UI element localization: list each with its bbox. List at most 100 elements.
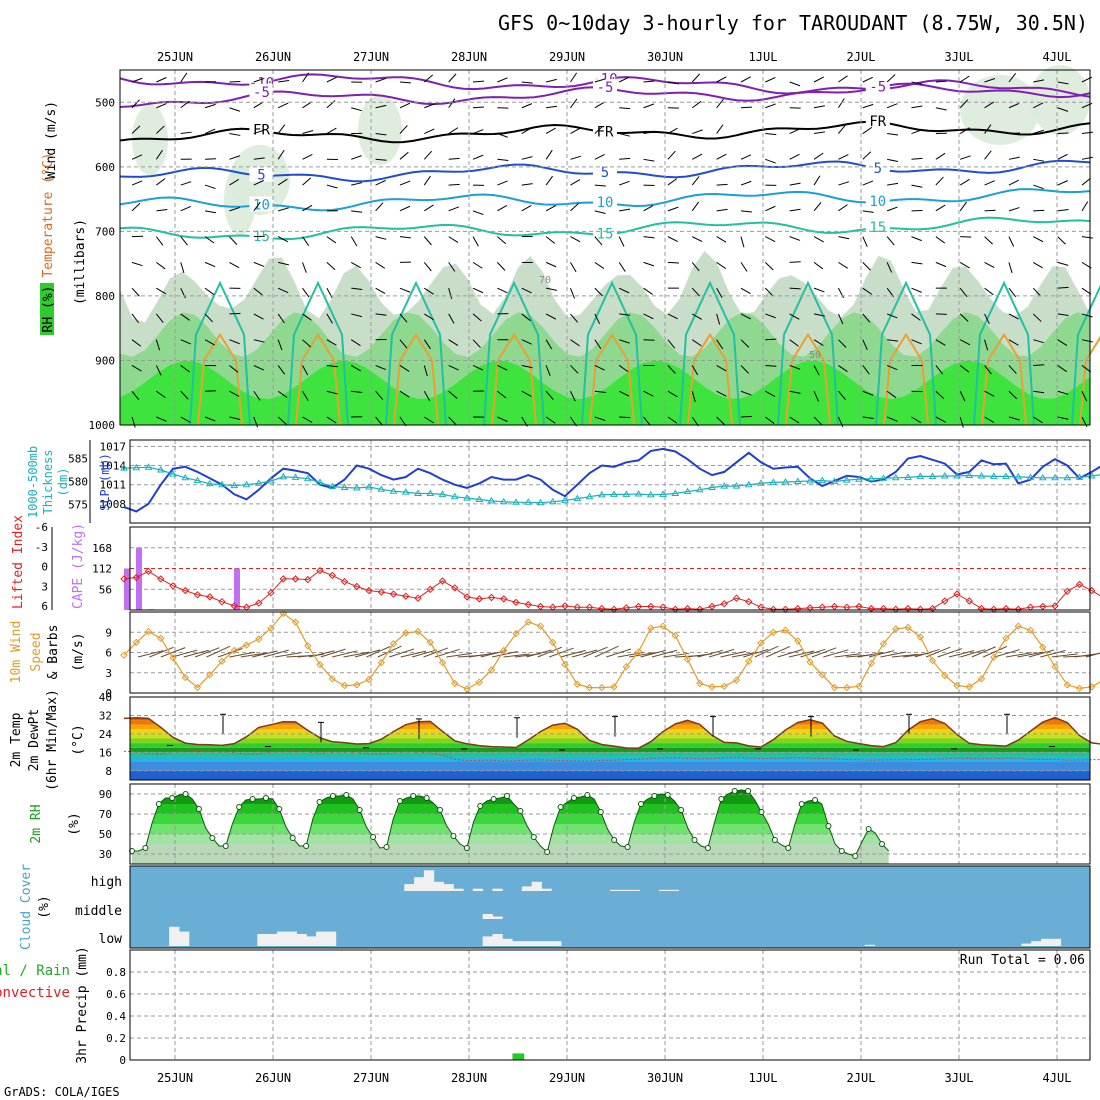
wind-barb (1008, 339, 1019, 346)
isotherm-20 (981, 332, 1027, 426)
wind-barb (326, 390, 338, 395)
axis-title-line: (m/s) (71, 632, 86, 671)
rh-marker (343, 792, 350, 798)
thickness-marker (426, 489, 435, 496)
wind-barb (204, 103, 216, 109)
wind-barb (862, 287, 873, 295)
wind-barb (691, 262, 700, 272)
wind-barb (935, 339, 946, 346)
wind-barb (229, 339, 240, 345)
cloud-bar (178, 931, 190, 946)
cloud-level-label: middle (75, 904, 122, 919)
isotherm-15-plume (483, 280, 545, 426)
surface-wind-barb (868, 650, 895, 658)
rh-marker (865, 826, 872, 832)
li-marker (500, 595, 508, 603)
rh-tick: 90 (99, 788, 112, 801)
isotherm-label: 15 (253, 229, 270, 245)
wind-barb (886, 103, 898, 109)
li-marker (451, 584, 459, 592)
cloud-bar (864, 944, 875, 946)
wind-barb (545, 205, 556, 212)
wind-barb (448, 365, 459, 371)
surface-wind-barb (617, 652, 644, 658)
li-marker (463, 593, 471, 601)
legend-total-rain: Total / Rain (0, 963, 70, 979)
wind-barb (399, 205, 411, 212)
isotherm-label-bg (865, 160, 890, 176)
isotherm-20 (589, 332, 635, 426)
wind-barb (984, 236, 993, 245)
cloud-bar (306, 936, 317, 946)
thickness-marker (622, 490, 631, 497)
wind-barb (302, 313, 312, 321)
pressure-frame (129, 439, 1091, 524)
thickness-tick: 580 (68, 476, 88, 489)
rh-marker (423, 795, 430, 801)
wind-barb (959, 201, 968, 212)
wind-barb (545, 313, 557, 320)
wind-barb (740, 390, 752, 396)
surface-wind-barb (777, 648, 803, 658)
rh-marker (584, 792, 591, 798)
wind-barb (253, 313, 264, 320)
wind-barb (594, 78, 606, 83)
cloud-bar (551, 941, 562, 946)
axis-title: Temperature (°C) (41, 152, 56, 277)
thickness-marker (708, 483, 716, 490)
rh-bands (132, 790, 889, 864)
cloud-bar (492, 934, 503, 946)
wind-barb (472, 154, 484, 160)
rh-marker (209, 835, 216, 841)
rh-marker (303, 843, 310, 849)
wind-barb (229, 390, 240, 397)
thickness-marker (450, 492, 459, 500)
wind-barb (375, 236, 387, 240)
wind-barb (1008, 73, 1017, 83)
wind-barb (521, 156, 533, 160)
wind-barb (692, 313, 703, 320)
temp-band (130, 738, 1090, 744)
wind-barb (204, 261, 216, 268)
wind-speed-marker (328, 675, 337, 683)
wind-barb (984, 261, 995, 268)
date-label-top: 28JUN (451, 50, 487, 64)
pressure-tick: 600 (95, 161, 115, 174)
wind-barb (569, 287, 575, 299)
wind-barb (789, 236, 801, 241)
wind-barb (789, 128, 800, 134)
li-marker (1063, 587, 1072, 596)
wind-barb (691, 201, 700, 212)
wind-barb (399, 365, 410, 372)
wind-speed-marker (426, 638, 435, 647)
wind-barb (545, 149, 553, 160)
thickness-marker (1063, 473, 1072, 481)
wind-barb (570, 155, 582, 160)
wind-barb (594, 261, 605, 269)
wind-barb (1033, 158, 1045, 162)
thickness-marker (365, 483, 373, 490)
thickness-marker (438, 490, 447, 497)
wind-barb (911, 129, 922, 135)
li-marker (304, 575, 312, 584)
axis-title-line: (°C) (71, 724, 86, 755)
wind-barb (521, 204, 532, 212)
wind-speed-marker (500, 646, 508, 655)
wind-barb (740, 131, 752, 135)
surface-wind-barb (697, 649, 723, 658)
wind-barb (1033, 390, 1045, 394)
li-marker (389, 590, 398, 598)
wind-barb (1057, 81, 1069, 85)
surface-wind-barb (183, 649, 209, 658)
wind-barb (423, 175, 431, 186)
wind-barb (253, 287, 263, 296)
surface-wind-barb (880, 651, 907, 658)
surface-wind-barb (1005, 652, 1032, 658)
rh-marker (691, 837, 698, 843)
rh-marker (718, 796, 725, 802)
thickness-marker (512, 498, 520, 505)
li-tick: -3 (35, 541, 48, 554)
li-marker (1075, 580, 1084, 589)
wind-barb (1081, 313, 1093, 318)
wind-speed-marker (745, 657, 753, 666)
